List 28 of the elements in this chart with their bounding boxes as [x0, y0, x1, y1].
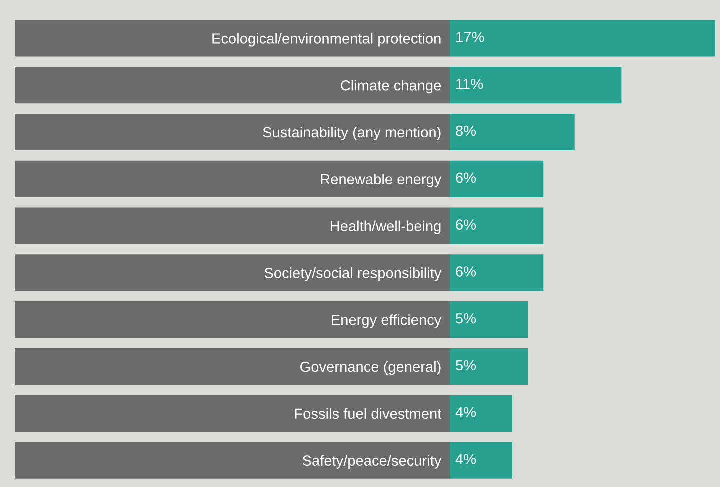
- bar: [450, 348, 528, 386]
- data-label: 17%: [456, 32, 484, 42]
- y-tick-label: Safety/peace/security: [302, 455, 442, 469]
- y-tick-label: Renewable energy: [321, 174, 442, 188]
- bar: [450, 160, 544, 198]
- data-label: 5%: [456, 314, 476, 324]
- y-tick-label: Climate change: [341, 80, 442, 94]
- data-label: 4%: [456, 407, 476, 418]
- bar: [450, 208, 544, 244]
- data-label: 8%: [456, 126, 476, 136]
- y-tick-label: Energy efficiency: [332, 314, 442, 328]
- bar: [450, 254, 544, 292]
- y-tick-label: Fossils fuel divestment: [295, 408, 442, 420]
- bar: [450, 114, 575, 151]
- y-tick-label: Ecological/environmental protection: [212, 33, 441, 47]
- y-tick-label: Health/well-being: [331, 220, 441, 234]
- y-tick-label: Governance (general): [300, 361, 441, 376]
- data-label: 6%: [456, 172, 476, 184]
- bar: [450, 302, 528, 338]
- bar: [450, 442, 512, 479]
- y-tick-label: Sustainability (any mention): [263, 126, 441, 141]
- data-label: 11%: [456, 79, 484, 90]
- y-tick-label: Society/social responsibility: [264, 268, 442, 282]
- bar: [450, 395, 512, 432]
- data-label: 4%: [456, 454, 476, 464]
- data-label: 6%: [456, 220, 476, 230]
- data-label: 6%: [456, 266, 476, 277]
- data-label: 5%: [456, 360, 476, 371]
